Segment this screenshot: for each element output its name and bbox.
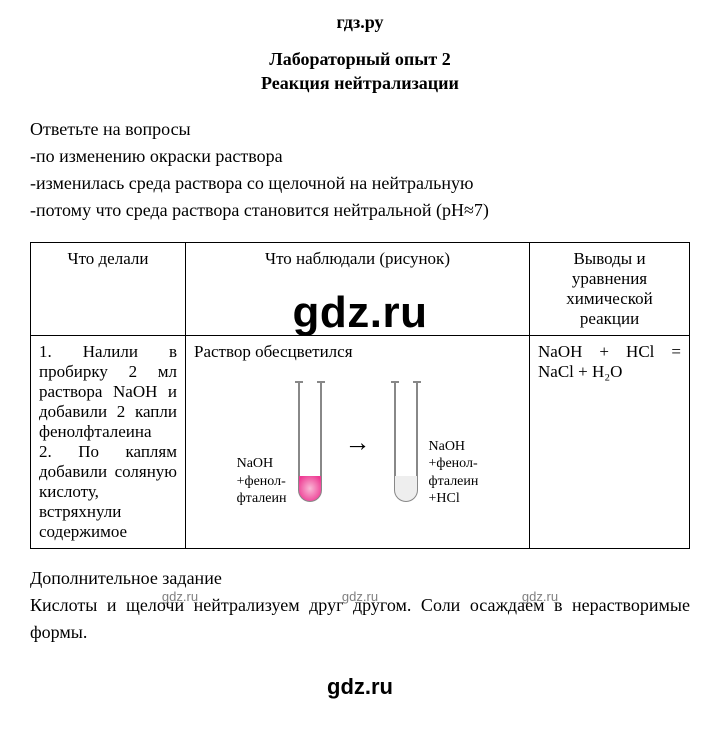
- title-line-2: Реакция нейтрализации: [30, 71, 690, 95]
- text: каплям: [126, 442, 177, 462]
- table-header: Что наблюдали (рисунок): [186, 242, 530, 335]
- text: раствора NaOH и добавили 2 капли фенолфт…: [39, 382, 177, 442]
- text: +фенол-: [429, 455, 479, 473]
- test-tube-left-icon: [293, 378, 327, 508]
- text: в: [169, 342, 177, 362]
- document-title: Лабораторный опыт 2 Реакция нейтрализаци…: [30, 47, 690, 96]
- site-header: гдз.ру: [30, 12, 690, 33]
- tubes-diagram: NaOH +фенол- фталеин: [194, 378, 521, 508]
- table-header: Выводы и уравнения химической реакции: [530, 242, 690, 335]
- test-tube-right-icon: [389, 378, 423, 508]
- tube-left-label: NaOH +фенол- фталеин: [237, 455, 287, 508]
- table-header: Что делали: [31, 242, 186, 335]
- text: NaOH: [237, 455, 287, 473]
- text: 2.: [39, 442, 52, 462]
- title-line-1: Лабораторный опыт 2: [30, 47, 690, 71]
- text: 2: [129, 362, 138, 382]
- extra-head: Дополнительное задание: [30, 565, 690, 592]
- text: фталеин: [429, 473, 479, 491]
- text: добавили соляную кислоту, встряхнули сод…: [39, 462, 177, 542]
- extra-task: Дополнительное задание gdz.ru gdz.ru gdz…: [30, 565, 690, 646]
- table-cell-procedure: 1. Налили в пробирку 2 мл раствора NaOH и до…: [31, 335, 186, 548]
- text: +HCl: [429, 490, 479, 508]
- text: Налили: [83, 342, 138, 362]
- answers-item: -потому что среда раствора становится не…: [30, 197, 690, 224]
- answers-block: Ответьте на вопросы -по изменению окраск…: [30, 116, 690, 224]
- equation: NaOH + HCl = NaCl + H₂O: [538, 342, 681, 382]
- table-cell-observation: Раствор обесцветился NaOH +фенол- фталеи…: [186, 335, 530, 548]
- text: NaOH: [429, 438, 479, 456]
- text: 1.: [39, 342, 52, 362]
- arrow-icon: →: [345, 428, 371, 458]
- table-cell-conclusion: NaOH + HCl = NaCl + H₂O: [530, 335, 690, 548]
- answers-item: -изменилась среда раствора со щелочной н…: [30, 170, 690, 197]
- extra-body: Кислоты и щелочи нейтрализуем друг друго…: [30, 592, 690, 646]
- text: +фенол-: [237, 473, 287, 491]
- text: мл: [158, 362, 177, 382]
- experiment-table: Что делали Что наблюдали (рисунок) Вывод…: [30, 242, 690, 549]
- text: пробирку: [39, 362, 108, 382]
- text: По: [78, 442, 99, 462]
- answers-head: Ответьте на вопросы: [30, 116, 690, 143]
- tube-right-label: NaOH +фенол- фталеин +HCl: [429, 438, 479, 508]
- observation-text: Раствор обесцветился: [194, 342, 521, 362]
- text: фталеин: [237, 490, 287, 508]
- answers-item: -по изменению окраски раствора: [30, 143, 690, 170]
- footer-watermark: gdz.ru: [30, 674, 690, 700]
